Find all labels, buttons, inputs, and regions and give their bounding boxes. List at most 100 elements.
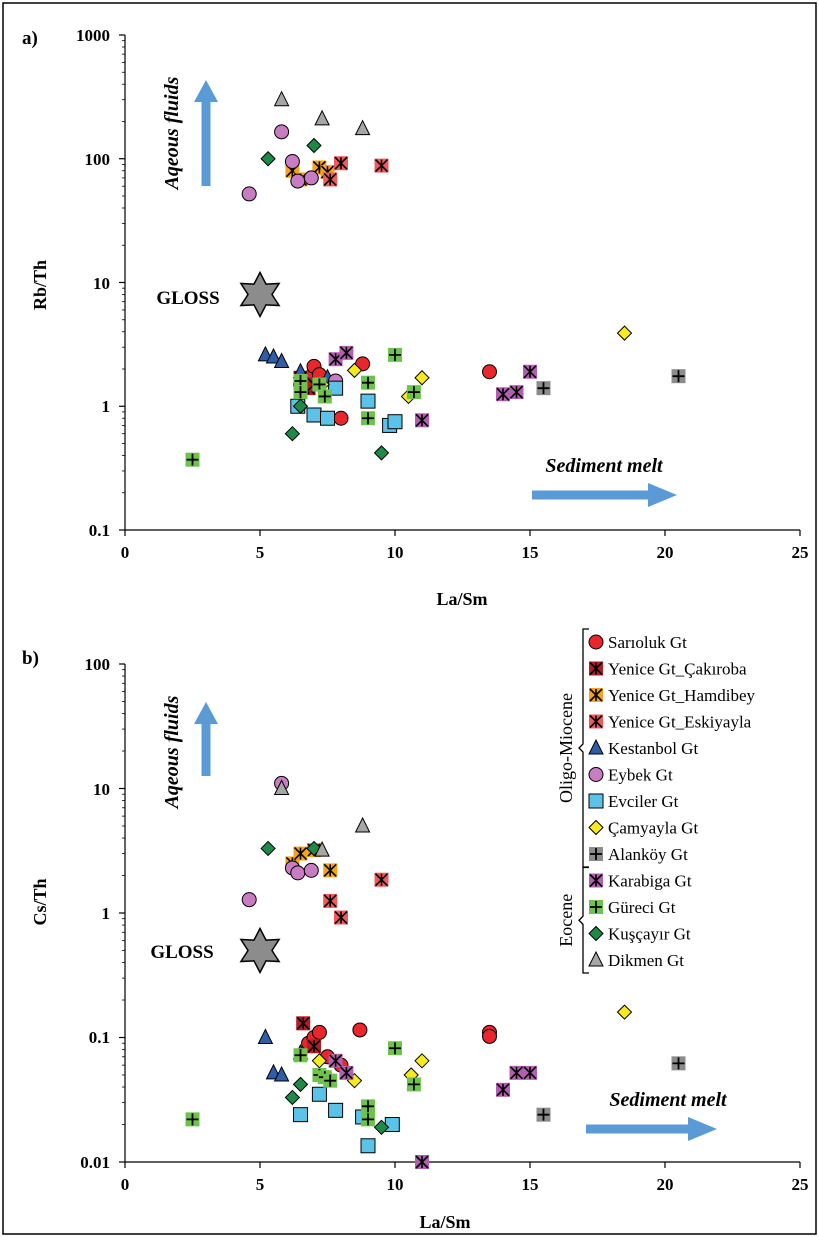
panel-a-point-alankoy-gt — [536, 381, 551, 396]
panel-b-marks — [119, 663, 801, 1169]
legend-label-kuscayir-gt: Kuşçayır Gt — [608, 925, 691, 944]
legend-marker-evciler-gt — [588, 793, 604, 809]
panel-b-point-dikmen-gt — [273, 779, 290, 795]
panel-a-point-camyayla-gt — [616, 325, 633, 341]
panel-a-point-eybek-gt — [284, 154, 300, 170]
panel-a-sediment-label: Sediment melt — [545, 455, 664, 477]
panel-b-point-yenice-gt-hamdibey — [293, 846, 308, 861]
panel-a-point-kestanbol-gt — [273, 352, 290, 368]
panel-b-point-sarioluk-gt — [311, 1024, 327, 1040]
panel-a-point-yenice-gt-eskiyayla — [323, 172, 338, 187]
panel-a-point-yenice-gt-eskiyayla — [334, 156, 348, 171]
panel-b-point-eybek-gt — [241, 892, 257, 908]
panel-b-point-yenice-gt-eskiyayla — [323, 893, 338, 908]
panel-a-label: a) — [22, 28, 38, 49]
panel-a-ytick-1: 1 — [102, 397, 111, 416]
panel-b-point-yenice-gt-cakiroba — [307, 1039, 321, 1054]
panel-b-point-camyayla-gt — [311, 1053, 328, 1069]
panel-b-ylabel: Cs/Th — [30, 878, 50, 925]
panel-b-point-gureci-gt — [388, 1041, 402, 1056]
panel-a-point-karabiga-gt — [496, 387, 510, 402]
legend-bracket-eocene — [578, 866, 589, 974]
panel-b-point-kestanbol-gt — [273, 1065, 290, 1082]
panel-a-xtick-10: 10 — [387, 543, 404, 562]
panel-a-point-kestanbol-gt — [265, 347, 282, 364]
panel-a-point-gureci-gt — [185, 452, 200, 467]
panel-a-point-evciler-gt — [387, 414, 403, 430]
legend-marker-yenice-gt-hamdibey — [589, 688, 603, 702]
panel-a-point-evciler-gt — [360, 393, 376, 409]
panel-a-point-eybek-gt — [274, 124, 290, 140]
panel-b-xtick-25: 25 — [792, 1175, 809, 1194]
panel-a-xtick-20: 20 — [657, 543, 674, 562]
panel-b-point-kuscayir-gt — [260, 840, 276, 857]
panel-a-point-kuscayir-gt — [284, 425, 301, 442]
panel-b-point-kuscayir-gt — [292, 1076, 309, 1093]
panel-b-point-karabiga-gt — [509, 1065, 524, 1080]
panel-b-ytick-0.1: 0.1 — [89, 1028, 110, 1047]
legend-label-eybek-gt: Eybek Gt — [608, 766, 673, 785]
panel-a-xtick-15: 15 — [522, 543, 539, 562]
panel-a-ytick-1000: 1000 — [76, 26, 110, 45]
panel-b-aqueous-label: Aqeous fluids — [161, 695, 183, 810]
panel-b-point-gureci-gt — [293, 1048, 308, 1063]
panel-b-point-eybek-gt — [290, 865, 306, 881]
panel-b-gloss-star — [239, 926, 281, 975]
legend: Sarıoluk Gt Yenice Gt_Çakıroba Yenice Gt_H… — [556, 628, 755, 974]
panel-a-point-gureci-gt — [361, 375, 375, 390]
panel-a-aqueous-arrow-head — [194, 80, 218, 102]
panel-a-point-karabiga-gt — [509, 385, 524, 400]
legend-bracket-oligo-miocene — [578, 628, 589, 868]
panel-a-point-gureci-gt — [406, 385, 421, 400]
panel-b-xlabel: La/Sm — [419, 1212, 470, 1232]
panel-a-point-karabiga-gt — [415, 413, 429, 428]
panel-b-xtick-15: 15 — [522, 1175, 539, 1194]
legend-label-dikmen-gt: Dikmen Gt — [608, 951, 684, 970]
panel-a-ytick-0.1: 0.1 — [89, 521, 110, 540]
panel-b-point-yenice-gt-eskiyayla — [334, 910, 348, 925]
legend-label-sarioluk-gt: Sarıoluk Gt — [608, 633, 687, 652]
panel-b-point-kuscayir-gt — [373, 1119, 390, 1136]
panel-a-xtick-25: 25 — [792, 543, 809, 562]
panel-a-point-yenice-gt-eskiyayla — [374, 158, 389, 173]
legend-marker-kestanbol-gt — [588, 738, 604, 755]
panel-a-point-kuscayir-gt — [260, 151, 276, 167]
panel-a-point-eybek-gt — [241, 186, 257, 202]
panel-a-sediment-arrow-head — [648, 483, 677, 507]
panel-b-point-evciler-gt — [360, 1138, 376, 1154]
legend-label-karabiga-gt: Karabiga Gt — [608, 872, 692, 891]
legend-marker-eybek-gt — [588, 767, 604, 782]
panel-a-xtick-5: 5 — [256, 543, 265, 562]
panel-b-point-yenice-gt-cakiroba — [296, 1016, 311, 1031]
panel-a-point-eybek-gt — [290, 173, 306, 189]
legend-label-yenice-gt-hamdibey: Yenice Gt_Hamdibey — [608, 686, 755, 705]
panel-a-point-gureci-gt — [293, 373, 308, 388]
panel-a-point-dikmen-gt — [354, 119, 371, 136]
panel-a-aqueous-label: Aqeous fluids — [161, 76, 183, 191]
legend-marker-alankoy-gt — [589, 847, 603, 861]
panel-b-point-sarioluk-gt — [482, 1028, 497, 1044]
panel-a-point-gureci-gt — [361, 411, 375, 426]
panel-a-ytick-100: 100 — [85, 150, 111, 169]
panel-a-ylabel: Rb/Th — [30, 260, 50, 310]
legend-group-eocene: Eocene — [556, 894, 576, 947]
legend-label-camyayla-gt: Çamyayla Gt — [608, 819, 698, 838]
panel-b-ytick-10: 10 — [93, 780, 110, 799]
panel-b-point-karabiga-gt — [339, 1065, 354, 1080]
panel-a-gloss-star — [239, 270, 281, 319]
panel-a-point-karabiga-gt — [339, 345, 354, 360]
panel-a-point-camyayla-gt — [346, 362, 363, 379]
panel-a-xtick-0: 0 — [121, 543, 130, 562]
panel-b-ytick-100: 100 — [85, 655, 111, 674]
panel-b-point-camyayla-gt — [616, 1004, 633, 1020]
panel-a-point-dikmen-gt — [314, 109, 330, 126]
panel-a-gloss-label: GLOSS — [156, 288, 219, 309]
panel-b-xtick-10: 10 — [387, 1175, 404, 1194]
panel-b-point-evciler-gt — [293, 1107, 308, 1123]
panel-a-point-sarioluk-gt — [333, 410, 349, 426]
panel-a-point-evciler-gt — [328, 380, 344, 396]
panel-b-point-yenice-gt-hamdibey — [323, 863, 338, 878]
panel-b-xtick-0: 0 — [121, 1175, 130, 1194]
